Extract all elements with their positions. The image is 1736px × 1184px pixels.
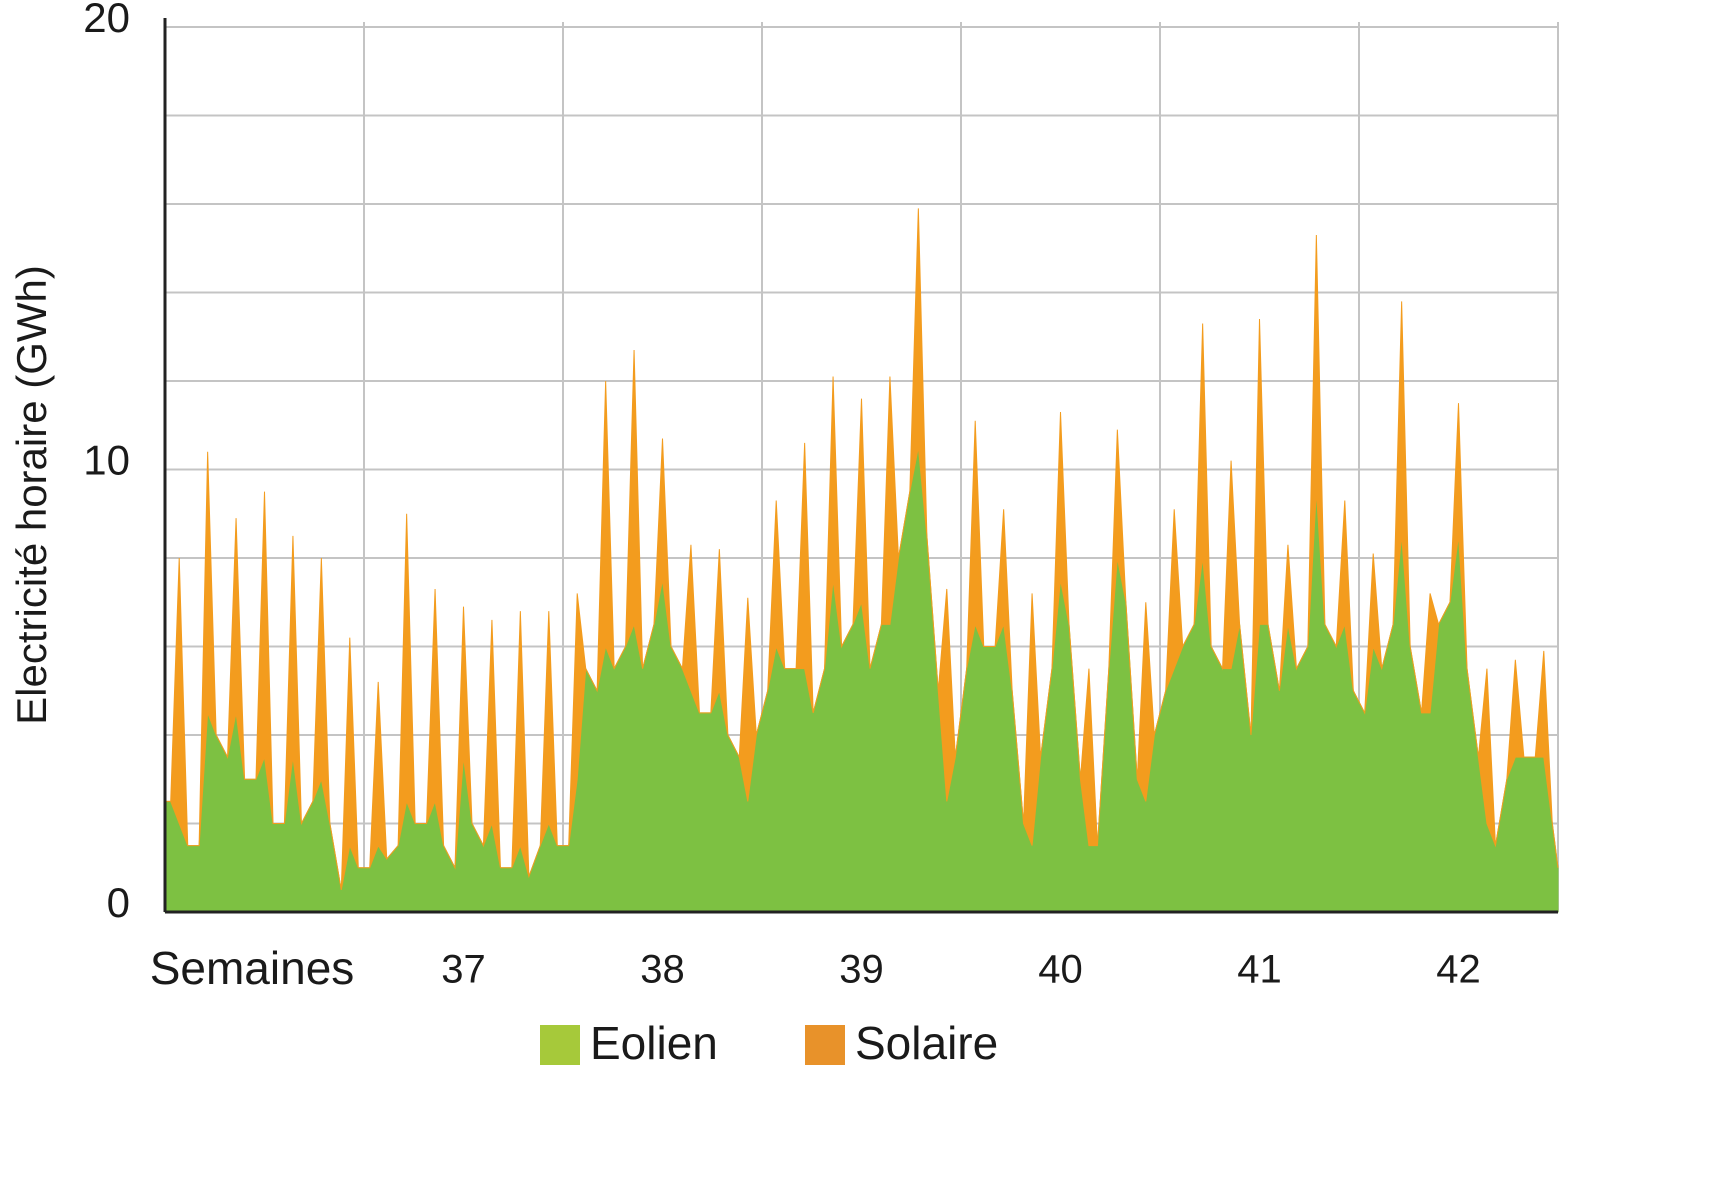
x-tick-label: 41: [1237, 948, 1282, 992]
y-tick-label: 0: [107, 879, 130, 926]
y-tick-label: 10: [83, 437, 130, 484]
area-1: [165, 208, 1559, 890]
legend-swatch: [540, 1025, 580, 1065]
y-axis-label: Electricité horaire (GWh): [8, 265, 55, 725]
legend-label: Solaire: [855, 1017, 998, 1069]
legend-swatch: [805, 1025, 845, 1065]
y-tick-label: 20: [83, 0, 130, 41]
x-tick-label: 42: [1436, 948, 1481, 992]
x-tick-label: 38: [640, 948, 685, 992]
x-tick-label: 40: [1038, 948, 1083, 992]
x-tick-label: 37: [441, 948, 486, 992]
x-tick-label: 39: [839, 948, 884, 992]
legend-label: Eolien: [590, 1017, 718, 1069]
x-axis-label: Semaines: [150, 942, 355, 994]
